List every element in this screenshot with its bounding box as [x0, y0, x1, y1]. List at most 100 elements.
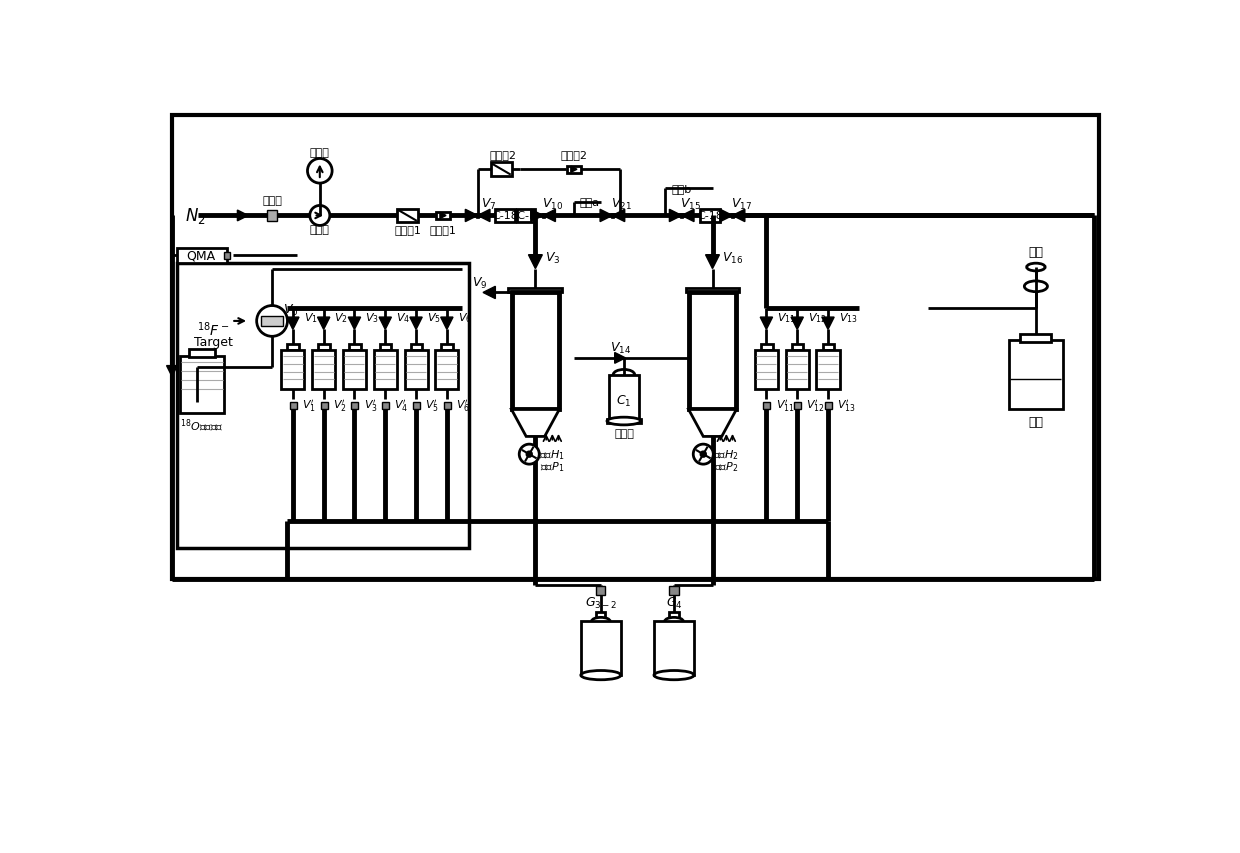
Text: $V_3'$: $V_3'$ [363, 397, 377, 414]
Text: $V_{10}$: $V_{10}$ [542, 197, 563, 212]
Text: $V_2$: $V_2$ [335, 310, 348, 325]
Text: $C_1$: $C_1$ [616, 393, 631, 409]
Polygon shape [465, 210, 477, 223]
Bar [188, 350, 215, 357]
Text: $V_{15}$: $V_{15}$ [681, 197, 702, 212]
Text: Target: Target [195, 336, 233, 349]
Text: $G_4$: $G_4$ [666, 595, 682, 610]
Bar [321, 403, 327, 409]
Text: $V_{11}$: $V_{11}$ [777, 310, 796, 325]
Polygon shape [237, 211, 248, 222]
Bar [732, 214, 734, 218]
Circle shape [520, 444, 539, 465]
Bar [267, 211, 278, 222]
Text: 单向阀2: 单向阀2 [560, 149, 588, 160]
Polygon shape [570, 167, 577, 173]
Bar [288, 345, 299, 351]
Polygon shape [682, 210, 694, 223]
Bar [1009, 341, 1063, 410]
Text: $V_3$: $V_3$ [544, 251, 560, 266]
Text: 减压阀: 减压阀 [310, 224, 330, 235]
Bar [794, 403, 801, 409]
Text: $V_{13}'$: $V_{13}'$ [837, 397, 856, 414]
Bar [764, 403, 770, 409]
Polygon shape [720, 210, 733, 223]
Bar [223, 253, 229, 259]
Bar [761, 345, 773, 351]
Bar [373, 351, 397, 389]
Bar [508, 288, 563, 293]
Text: 风热$H_2$: 风热$H_2$ [713, 448, 739, 461]
Bar [495, 209, 516, 223]
Bar [290, 403, 296, 409]
Text: 废液b: 废液b [672, 183, 692, 194]
Text: $V_{14}$: $V_{14}$ [610, 341, 631, 356]
Bar [351, 403, 358, 409]
Bar [816, 351, 839, 389]
Text: 气流计2: 气流计2 [490, 149, 517, 160]
Text: 产品: 产品 [1028, 415, 1043, 428]
Text: $G_{3-2}$: $G_{3-2}$ [584, 595, 618, 610]
Polygon shape [477, 210, 490, 223]
Polygon shape [410, 317, 422, 330]
Text: 总气阀: 总气阀 [262, 196, 281, 206]
Polygon shape [706, 255, 719, 270]
Bar [542, 214, 544, 218]
Ellipse shape [653, 670, 694, 680]
Bar [262, 316, 283, 327]
Polygon shape [600, 210, 613, 223]
Bar [608, 420, 641, 423]
Polygon shape [822, 317, 835, 330]
Ellipse shape [608, 418, 641, 426]
Bar [319, 345, 330, 351]
Ellipse shape [1024, 281, 1048, 293]
Text: QMA: QMA [187, 250, 216, 263]
Bar [701, 209, 720, 223]
Bar [825, 403, 832, 409]
Polygon shape [166, 366, 177, 377]
Bar [596, 586, 605, 595]
Text: 风热$H_1$: 风热$H_1$ [539, 448, 565, 461]
Ellipse shape [580, 670, 621, 680]
Bar [172, 116, 1099, 579]
Bar [343, 351, 366, 389]
Polygon shape [531, 210, 543, 223]
Polygon shape [484, 287, 495, 299]
Bar [382, 403, 389, 409]
Bar [404, 351, 428, 389]
Polygon shape [440, 317, 453, 330]
Text: $V_{21}$: $V_{21}$ [611, 197, 632, 212]
Text: $V_6'$: $V_6'$ [456, 397, 470, 414]
Polygon shape [286, 317, 299, 330]
Bar [686, 288, 739, 293]
Ellipse shape [591, 618, 610, 625]
Bar [410, 345, 422, 351]
Bar [786, 351, 808, 389]
Polygon shape [613, 210, 625, 223]
Bar [792, 345, 804, 351]
Bar [180, 357, 224, 414]
Bar [491, 163, 512, 177]
Circle shape [257, 306, 288, 337]
Bar [441, 345, 453, 351]
Polygon shape [760, 317, 773, 330]
Polygon shape [348, 317, 361, 330]
Polygon shape [733, 210, 745, 223]
Text: $^{18}F^-$: $^{18}F^-$ [197, 320, 229, 339]
Bar [517, 209, 536, 223]
Polygon shape [512, 410, 559, 437]
Polygon shape [543, 210, 556, 223]
Bar [822, 345, 835, 351]
Polygon shape [670, 210, 682, 223]
Bar [567, 167, 580, 174]
Polygon shape [615, 353, 625, 364]
Text: $V_6$: $V_6$ [458, 310, 471, 325]
Circle shape [693, 444, 713, 465]
Bar [688, 293, 737, 410]
Text: $V_3$: $V_3$ [366, 310, 379, 325]
Bar [176, 264, 469, 548]
Bar [413, 403, 420, 409]
Text: $V_{12}$: $V_{12}$ [808, 310, 827, 325]
Text: $V_9$: $V_9$ [472, 276, 487, 291]
Bar [670, 586, 678, 595]
